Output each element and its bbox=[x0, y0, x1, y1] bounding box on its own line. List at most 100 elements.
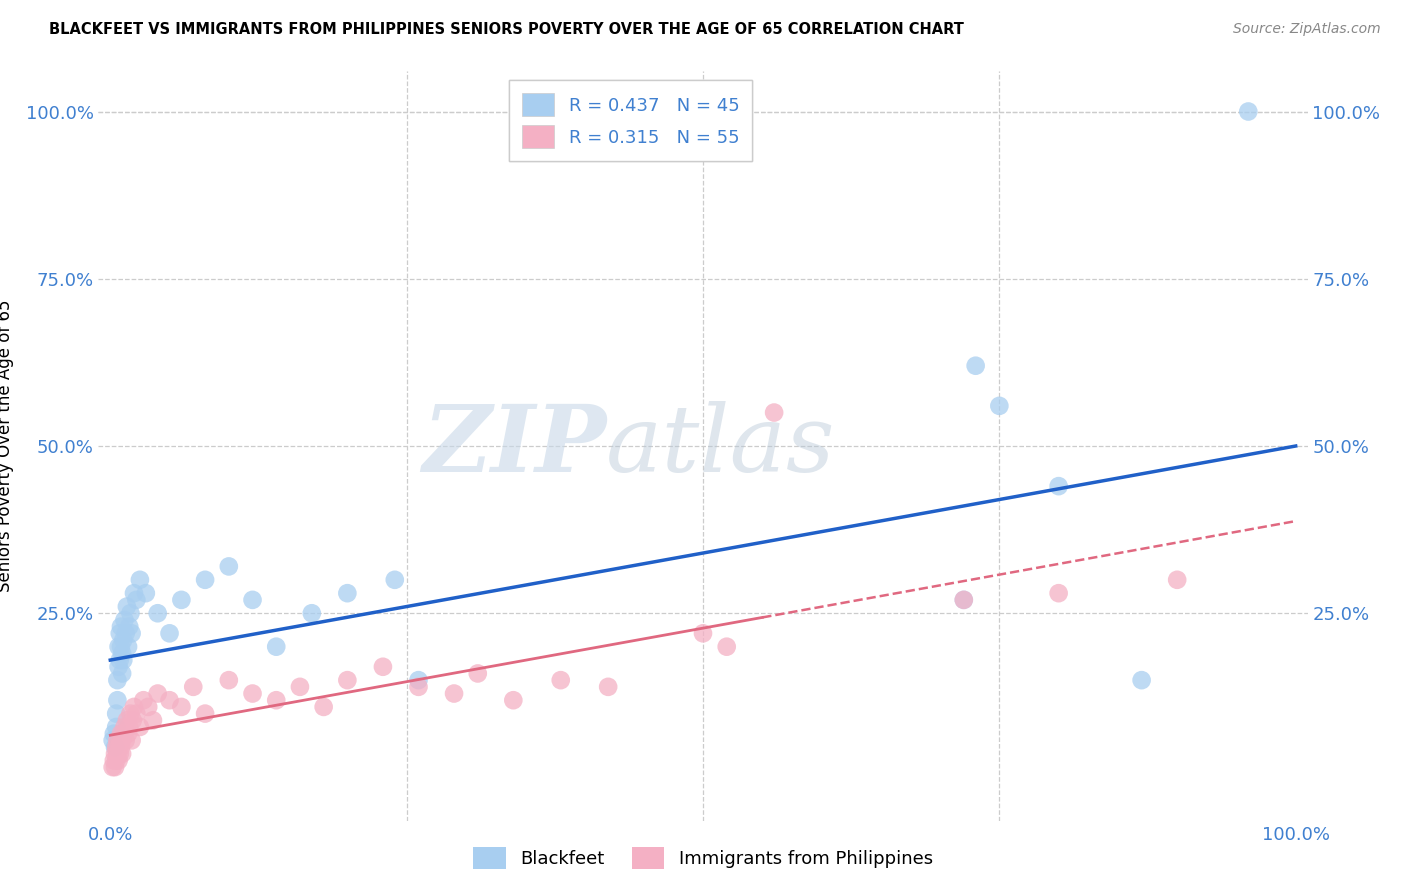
Point bbox=[194, 573, 217, 587]
Point bbox=[103, 753, 125, 767]
Point bbox=[105, 747, 128, 761]
Point bbox=[502, 693, 524, 707]
Point bbox=[111, 666, 134, 681]
Point bbox=[242, 687, 264, 701]
Point bbox=[170, 593, 193, 607]
Point bbox=[264, 693, 287, 707]
Point bbox=[117, 726, 139, 740]
Text: atlas: atlas bbox=[606, 401, 835, 491]
Point bbox=[1047, 479, 1070, 493]
Point bbox=[120, 706, 142, 721]
Point bbox=[108, 626, 131, 640]
Point bbox=[117, 640, 139, 654]
Point bbox=[114, 613, 136, 627]
Point bbox=[110, 640, 132, 654]
Point bbox=[103, 726, 125, 740]
Point bbox=[218, 559, 240, 574]
Point bbox=[132, 693, 155, 707]
Point bbox=[114, 720, 136, 734]
Legend: R = 0.437   N = 45, R = 0.315   N = 55: R = 0.437 N = 45, R = 0.315 N = 55 bbox=[509, 80, 752, 161]
Point bbox=[105, 673, 128, 688]
Point bbox=[104, 740, 127, 755]
Point bbox=[218, 673, 240, 688]
Point bbox=[112, 653, 135, 667]
Text: ZIP: ZIP bbox=[422, 401, 606, 491]
Point bbox=[111, 747, 134, 761]
Point bbox=[336, 586, 359, 600]
Point bbox=[104, 760, 127, 774]
Point bbox=[118, 720, 141, 734]
Point bbox=[101, 760, 124, 774]
Text: Source: ZipAtlas.com: Source: ZipAtlas.com bbox=[1233, 22, 1381, 37]
Point bbox=[988, 399, 1011, 413]
Point bbox=[121, 626, 143, 640]
Point bbox=[550, 673, 572, 688]
Point bbox=[716, 640, 738, 654]
Point bbox=[129, 573, 152, 587]
Point bbox=[312, 699, 335, 714]
Point bbox=[965, 359, 987, 373]
Point bbox=[110, 726, 132, 740]
Point bbox=[242, 593, 264, 607]
Point bbox=[107, 753, 129, 767]
Point bbox=[952, 593, 974, 607]
Point bbox=[105, 740, 128, 755]
Point bbox=[105, 733, 128, 747]
Point bbox=[114, 733, 136, 747]
Point bbox=[467, 666, 489, 681]
Point bbox=[115, 714, 138, 728]
Point bbox=[194, 706, 217, 721]
Point bbox=[170, 699, 193, 714]
Point bbox=[159, 626, 181, 640]
Point bbox=[121, 733, 143, 747]
Point bbox=[110, 740, 132, 755]
Point bbox=[125, 706, 148, 721]
Point bbox=[125, 593, 148, 607]
Point bbox=[384, 573, 406, 587]
Point bbox=[105, 706, 128, 721]
Point bbox=[105, 720, 128, 734]
Point bbox=[112, 726, 135, 740]
Point bbox=[104, 747, 127, 761]
Point bbox=[598, 680, 620, 694]
Point bbox=[114, 626, 136, 640]
Point bbox=[105, 753, 128, 767]
Point bbox=[122, 699, 145, 714]
Point bbox=[108, 733, 131, 747]
Point bbox=[1047, 586, 1070, 600]
Point bbox=[135, 586, 157, 600]
Point bbox=[159, 693, 181, 707]
Point bbox=[301, 607, 323, 621]
Point bbox=[408, 680, 430, 694]
Point bbox=[105, 693, 128, 707]
Point bbox=[107, 640, 129, 654]
Y-axis label: Seniors Poverty Over the Age of 65: Seniors Poverty Over the Age of 65 bbox=[0, 300, 14, 592]
Text: BLACKFEET VS IMMIGRANTS FROM PHILIPPINES SENIORS POVERTY OVER THE AGE OF 65 CORR: BLACKFEET VS IMMIGRANTS FROM PHILIPPINES… bbox=[49, 22, 965, 37]
Point bbox=[264, 640, 287, 654]
Point bbox=[952, 593, 974, 607]
Point bbox=[288, 680, 311, 694]
Point bbox=[336, 673, 359, 688]
Legend: Blackfeet, Immigrants from Philippines: Blackfeet, Immigrants from Philippines bbox=[464, 838, 942, 879]
Point bbox=[1166, 573, 1188, 587]
Point bbox=[110, 620, 132, 634]
Point bbox=[129, 720, 152, 734]
Point bbox=[146, 607, 169, 621]
Point bbox=[122, 586, 145, 600]
Point bbox=[146, 687, 169, 701]
Point bbox=[371, 660, 394, 674]
Point bbox=[115, 599, 138, 614]
Point bbox=[111, 646, 134, 660]
Point bbox=[443, 687, 465, 701]
Point bbox=[108, 747, 131, 761]
Point bbox=[108, 653, 131, 667]
Point bbox=[111, 733, 134, 747]
Point bbox=[107, 740, 129, 755]
Point bbox=[1237, 104, 1260, 119]
Point bbox=[101, 733, 124, 747]
Point bbox=[107, 660, 129, 674]
Point bbox=[763, 406, 786, 420]
Point bbox=[121, 714, 143, 728]
Point bbox=[181, 680, 204, 694]
Point bbox=[118, 620, 141, 634]
